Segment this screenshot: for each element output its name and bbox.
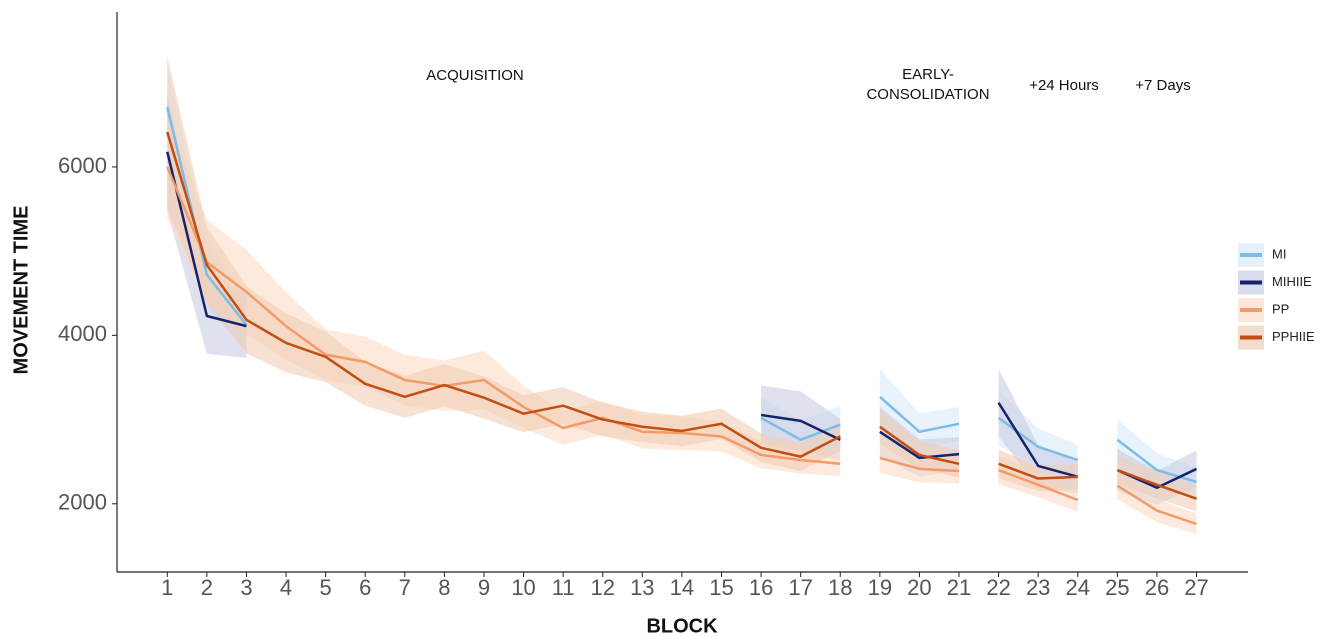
series-line: [166, 166, 841, 466]
x-tick-label: 6: [359, 575, 371, 600]
phase-annotation: ACQUISITION: [426, 67, 524, 84]
phase-annotation: CONSOLIDATION: [866, 86, 989, 103]
x-tick-label: 2: [201, 575, 213, 600]
y-tick-label: 2000: [58, 490, 107, 515]
series-line: [166, 151, 247, 328]
legend-label: MIHIIE: [1272, 274, 1312, 289]
legend-label: PP: [1272, 301, 1289, 316]
x-tick-label: 26: [1145, 575, 1169, 600]
series-line: [166, 131, 841, 458]
legend: MI MIHIIE PP PPHIIE: [1238, 243, 1315, 350]
series-line: [879, 425, 960, 466]
x-tick-label: 13: [630, 575, 654, 600]
x-tick-label: 20: [907, 575, 931, 600]
confidence-band: [167, 56, 841, 471]
x-tick-label: 14: [670, 575, 694, 600]
confidence-band: [998, 449, 1078, 492]
x-axis-title: BLOCK: [646, 615, 718, 637]
phase-annotation: +24 Hours: [1029, 77, 1099, 94]
series-line: [760, 413, 841, 441]
x-tick-label: 18: [828, 575, 852, 600]
y-tick-label: 6000: [58, 153, 107, 178]
x-tick-label: 1: [161, 575, 173, 600]
series-line: [998, 462, 1078, 480]
x-tick-label: 15: [709, 575, 733, 600]
x-tick-label: 12: [590, 575, 614, 600]
phase-annotation: +7 Days: [1135, 77, 1190, 94]
series-line: [1116, 468, 1197, 500]
x-tick-label: 9: [478, 575, 490, 600]
x-tick-label: 25: [1105, 575, 1129, 600]
series-line: [166, 106, 248, 326]
legend-label: PPHIIE: [1272, 329, 1315, 344]
x-tick-label: 11: [552, 575, 575, 600]
x-tick-label: 17: [788, 575, 812, 600]
y-tick-label: 4000: [58, 321, 107, 346]
x-tick-label: 22: [986, 575, 1010, 600]
x-tick-label: 24: [1066, 575, 1090, 600]
x-tick-label: 16: [749, 575, 773, 600]
x-tick-label: 23: [1026, 575, 1050, 600]
x-tick-label: 4: [280, 575, 292, 600]
x-tick-label: 7: [399, 575, 411, 600]
x-tick-label: 3: [240, 575, 252, 600]
series-line: [879, 456, 960, 473]
x-tick-label: 27: [1184, 575, 1208, 600]
phase-annotation: EARLY-: [902, 66, 954, 83]
series-line: [1116, 484, 1197, 526]
series-line: [879, 430, 960, 460]
legend-label: MI: [1272, 246, 1286, 261]
x-tick-label: 8: [438, 575, 450, 600]
series-line: [998, 468, 1079, 502]
series-line: [997, 416, 1079, 462]
x-tick-label: 10: [511, 575, 535, 600]
x-tick-label: 19: [868, 575, 892, 600]
y-axis-title: MOVEMENT TIME: [10, 206, 32, 375]
x-tick-label: 5: [319, 575, 331, 600]
series-line: [760, 416, 841, 442]
series-line: [1116, 438, 1197, 484]
series-line: [997, 402, 1079, 479]
x-tick-label: 21: [947, 575, 971, 600]
confidence-band: [998, 369, 1078, 494]
series-line: [879, 395, 960, 434]
